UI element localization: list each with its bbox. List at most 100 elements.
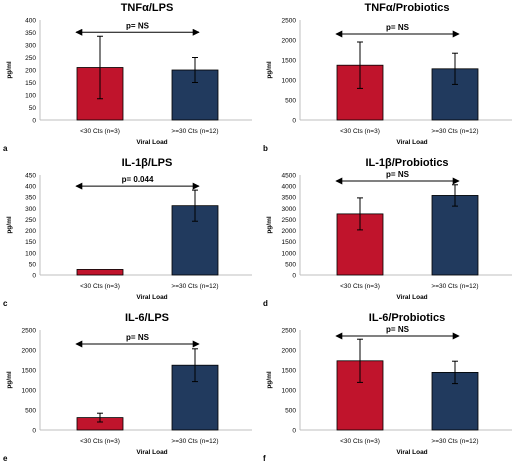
y-tick-label: 500 — [285, 98, 296, 105]
y-tick-label: 2500 — [282, 18, 297, 25]
x-tick-label: >=30 Cts (n=12) — [431, 438, 478, 445]
chart-panel-d: IL-1β/Probiotics 0 500 1000 1500 2000 2500 3000… — [263, 157, 512, 308]
y-tick-label: 100 — [25, 93, 36, 100]
y-tick-label: 50 — [29, 261, 37, 268]
x-tick-label: <30 Cts (n=3) — [340, 283, 380, 290]
y-tick-label: 0 — [292, 118, 296, 125]
y-tick-label: 350 — [25, 30, 36, 37]
x-tick-label: >=30 Cts (n=12) — [431, 128, 478, 135]
y-tick-label: 500 — [25, 408, 36, 415]
y-tick-label: 3000 — [282, 206, 297, 213]
y-axis-label: pg/ml — [266, 61, 273, 79]
y-tick-label: 2000 — [282, 228, 297, 235]
x-axis-label: Viral Load — [136, 139, 167, 146]
y-tick-label: 350 — [25, 195, 36, 202]
y-axis-label: pg/ml — [266, 371, 273, 389]
chart-title: TNFα/Probiotics — [365, 2, 450, 14]
y-tick-label: 500 — [285, 261, 296, 268]
y-tick-label: 250 — [25, 217, 36, 224]
y-tick-label: 0 — [292, 273, 296, 280]
y-tick-label: 1000 — [282, 388, 297, 395]
y-tick-label: 4000 — [282, 184, 297, 191]
panel-letter: c — [3, 299, 8, 308]
y-tick-label: 300 — [25, 43, 36, 50]
y-axis-label: pg/ml — [6, 216, 13, 234]
y-tick-label: 200 — [25, 228, 36, 235]
y-tick-label: 3500 — [282, 195, 297, 202]
y-tick-label: 0 — [292, 428, 296, 435]
y-tick-label: 200 — [25, 68, 36, 75]
y-tick-label: 2000 — [282, 348, 297, 355]
bar-gte30 — [171, 205, 219, 276]
y-tick-label: 150 — [25, 239, 36, 246]
y-axis-label: pg/ml — [266, 216, 273, 234]
bar-lt30 — [76, 269, 124, 276]
panel-letter: e — [3, 454, 8, 463]
chart-title: IL-6/LPS — [125, 312, 169, 324]
panel-letter: d — [263, 299, 268, 308]
x-axis-label: Viral Load — [136, 294, 167, 301]
bar-gte30 — [431, 195, 479, 276]
x-tick-label: <30 Cts (n=3) — [80, 283, 120, 290]
y-tick-label: 2500 — [282, 217, 297, 224]
chart-title: IL-1β/Probiotics — [365, 157, 448, 169]
y-axis-label: pg/ml — [6, 371, 13, 389]
chart-panel-f: IL-6/Probiotics 0 500 1000 1500 2000 2500 pg/ml… — [263, 312, 512, 463]
x-axis-label: Viral Load — [396, 449, 427, 456]
x-tick-label: <30 Cts (n=3) — [340, 128, 380, 135]
chart-panel-a: TNFα/LPS 0 50 100 150 200 250 300 350 400 pg/ml <30… — [3, 2, 252, 153]
y-tick-label: 2500 — [22, 328, 37, 335]
y-tick-label: 400 — [25, 18, 36, 25]
bar-gte30 — [171, 69, 219, 121]
y-tick-label: 1500 — [282, 58, 297, 65]
chart-title: IL-6/Probiotics — [369, 312, 445, 324]
y-tick-label: 1500 — [22, 368, 37, 375]
panel-letter: b — [263, 144, 268, 153]
y-tick-label: 1500 — [282, 368, 297, 375]
y-tick-label: 4500 — [282, 173, 297, 180]
chart-panel-b: TNFα/Probiotics 0 500 1000 1500 2000 2500 pg/ml… — [263, 2, 512, 153]
y-tick-label: 0 — [32, 118, 36, 125]
x-tick-label: >=30 Cts (n=12) — [171, 438, 218, 445]
y-tick-label: 1000 — [282, 78, 297, 85]
y-tick-label: 150 — [25, 80, 36, 87]
x-tick-label: >=30 Cts (n=12) — [171, 128, 218, 135]
y-tick-label: 250 — [25, 55, 36, 62]
chart-panel-e: IL-6/LPS 0 500 1000 1500 2000 2500 pg/ml <30 Cts… — [3, 312, 252, 463]
significance-label: p= NS — [386, 170, 410, 179]
y-tick-label: 500 — [285, 408, 296, 415]
y-tick-label: 0 — [32, 428, 36, 435]
significance-label: p= NS — [386, 23, 410, 32]
y-tick-label: 50 — [29, 105, 37, 112]
panel-letter: f — [263, 454, 266, 463]
y-tick-label: 2000 — [22, 348, 37, 355]
chart-title: TNFα/LPS — [121, 2, 174, 14]
y-tick-label: 1000 — [282, 250, 297, 257]
y-tick-label: 300 — [25, 206, 36, 213]
y-tick-label: 0 — [32, 273, 36, 280]
y-tick-label: 2500 — [282, 328, 297, 335]
chart-panel-c: IL-1β/LPS 0 50 100 150 200 250 300 350 400 450 pg/m… — [3, 157, 252, 308]
x-tick-label: >=30 Cts (n=12) — [431, 283, 478, 290]
x-tick-label: <30 Cts (n=3) — [80, 438, 120, 445]
panel-letter: a — [3, 144, 8, 153]
y-tick-label: 100 — [25, 250, 36, 257]
y-tick-label: 2000 — [282, 38, 297, 45]
significance-label: p= NS — [126, 333, 150, 342]
x-tick-label: <30 Cts (n=3) — [80, 128, 120, 135]
y-tick-label: 400 — [25, 184, 36, 191]
x-axis-label: Viral Load — [396, 294, 427, 301]
y-tick-label: 450 — [25, 173, 36, 180]
x-axis-label: Viral Load — [136, 449, 167, 456]
x-tick-label: <30 Cts (n=3) — [340, 438, 380, 445]
y-axis-label: pg/ml — [6, 61, 13, 79]
x-axis-label: Viral Load — [396, 139, 427, 146]
chart-title: IL-1β/LPS — [122, 157, 173, 169]
significance-label: p= 0.044 — [122, 175, 154, 184]
y-tick-label: 1500 — [282, 239, 297, 246]
significance-label: p= NS — [386, 325, 410, 334]
y-tick-label: 1000 — [22, 388, 37, 395]
significance-label: p= NS — [126, 21, 150, 30]
x-tick-label: >=30 Cts (n=12) — [171, 283, 218, 290]
